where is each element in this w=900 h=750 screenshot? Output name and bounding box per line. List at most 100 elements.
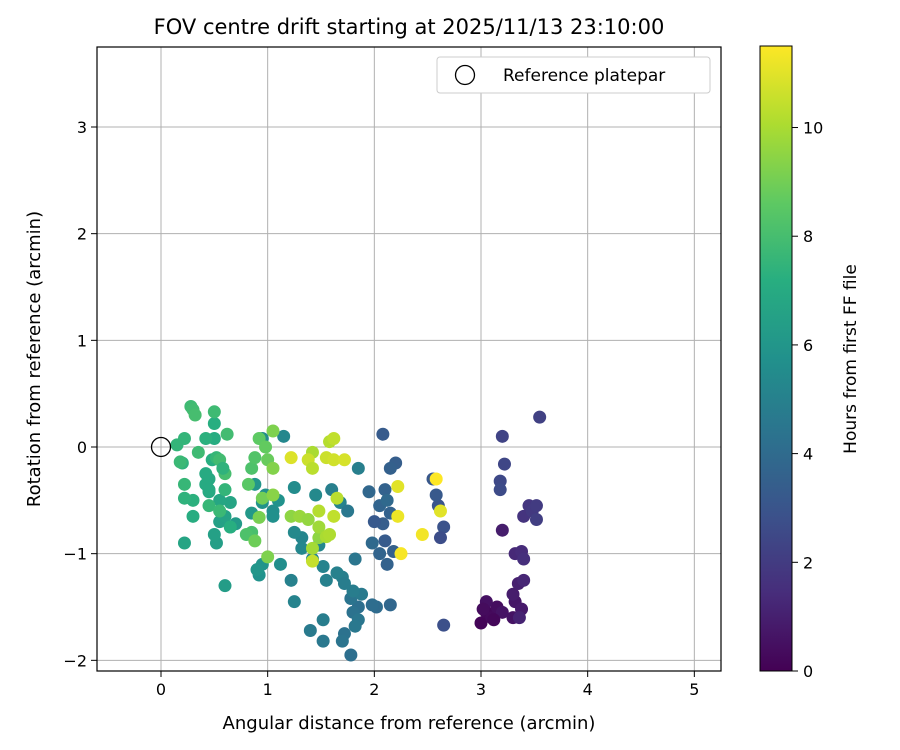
data-point-141 — [248, 451, 262, 465]
data-point-162 — [323, 527, 337, 541]
y-axis-label: Rotation from reference (arcmin) — [24, 211, 45, 507]
data-point-18 — [495, 523, 509, 537]
y-axis-ticks: −2 −1 0 1 2 3 — [63, 118, 97, 670]
y-tick-label-2: 0 — [77, 438, 87, 457]
data-point-6 — [487, 613, 501, 627]
data-point-69 — [303, 623, 317, 637]
data-point-25 — [495, 429, 509, 443]
data-point-117 — [186, 509, 200, 523]
data-point-163 — [330, 491, 344, 505]
data-point-41 — [380, 493, 394, 507]
data-point-32 — [433, 531, 447, 545]
y-tick-label-5: 3 — [77, 118, 87, 137]
data-point-152 — [248, 534, 262, 548]
data-point-143 — [259, 440, 273, 454]
data-point-113 — [207, 417, 221, 431]
data-point-147 — [255, 491, 269, 505]
y-tick-label-4: 2 — [77, 225, 87, 244]
grid-lines — [97, 47, 721, 671]
data-point-116 — [177, 536, 191, 550]
data-point-129 — [220, 427, 234, 441]
data-point-124 — [173, 455, 187, 469]
data-point-76 — [341, 504, 355, 518]
y-tick-label-1: −1 — [63, 545, 87, 564]
x-tick-label-1: 1 — [263, 680, 273, 699]
data-point-84 — [287, 595, 301, 609]
data-point-119 — [177, 491, 191, 505]
data-point-165 — [305, 554, 319, 568]
data-point-174 — [305, 461, 319, 475]
data-point-128 — [207, 405, 221, 419]
data-point-130 — [202, 499, 216, 513]
data-point-44 — [367, 515, 381, 529]
data-point-46 — [378, 534, 392, 548]
data-point-70 — [319, 573, 333, 587]
data-point-81 — [287, 525, 301, 539]
plot-frame — [96, 46, 722, 672]
legend: Reference platepar — [436, 56, 711, 94]
data-points — [170, 399, 547, 662]
data-point-66 — [335, 634, 349, 648]
data-point-22 — [529, 499, 543, 513]
data-point-11 — [506, 587, 520, 601]
data-point-62 — [330, 566, 344, 580]
data-point-176 — [391, 509, 405, 523]
legend-box — [436, 56, 711, 94]
x-tick-label-3: 3 — [476, 680, 486, 699]
data-point-177 — [394, 547, 408, 561]
x-axis-label: Angular distance from reference (arcmin) — [223, 713, 596, 734]
data-point-59 — [348, 552, 362, 566]
data-point-179 — [433, 504, 447, 518]
colorbar-tick-label-0: 0 — [803, 662, 813, 681]
data-point-164 — [327, 509, 341, 523]
data-point-158 — [305, 541, 319, 555]
y-tick-label-0: −2 — [63, 651, 87, 670]
data-point-115 — [202, 483, 216, 497]
data-point-71 — [316, 559, 330, 573]
data-point-170 — [327, 453, 341, 467]
data-point-23 — [529, 513, 543, 527]
colorbar-tick-label-1: 2 — [803, 553, 813, 572]
data-point-149 — [266, 424, 280, 438]
data-point-77 — [351, 461, 365, 475]
reference-platepar-marker — [150, 436, 172, 458]
reference-marker — [150, 436, 172, 458]
y-tick-label-3: 1 — [77, 331, 87, 350]
data-point-131 — [191, 445, 205, 459]
data-point-34 — [429, 488, 443, 502]
data-point-24 — [533, 410, 547, 424]
data-point-28 — [493, 483, 507, 497]
data-point-148 — [252, 510, 266, 524]
data-point-168 — [327, 431, 341, 445]
data-point-17 — [517, 552, 531, 566]
data-point-156 — [301, 513, 315, 527]
data-point-153 — [261, 550, 275, 564]
chart-title: FOV centre drift starting at 2025/11/13 … — [154, 15, 665, 39]
data-point-108 — [199, 467, 213, 481]
data-point-65 — [344, 648, 358, 662]
colorbar: 0 2 4 6 8 10 Hours from first FF file — [759, 45, 861, 681]
data-point-80 — [295, 541, 309, 555]
data-point-95 — [266, 509, 280, 523]
data-point-159 — [312, 520, 326, 534]
data-point-29 — [437, 618, 451, 632]
data-point-49 — [380, 557, 394, 571]
data-point-82 — [284, 573, 298, 587]
data-point-63 — [337, 577, 351, 591]
data-point-161 — [312, 504, 326, 518]
data-point-137 — [223, 520, 237, 534]
data-point-86 — [287, 481, 301, 495]
legend-entry-label: Reference platepar — [503, 66, 665, 86]
data-point-151 — [266, 488, 280, 502]
data-point-38 — [378, 483, 392, 497]
data-point-30 — [437, 520, 451, 534]
x-tick-label-0: 0 — [156, 680, 166, 699]
colorbar-label: Hours from first FF file — [841, 264, 861, 454]
data-point-78 — [309, 488, 323, 502]
x-tick-label-4: 4 — [583, 680, 593, 699]
data-point-85 — [277, 429, 291, 443]
x-tick-label-2: 2 — [369, 680, 379, 699]
data-point-37 — [383, 461, 397, 475]
data-point-122 — [170, 438, 184, 452]
